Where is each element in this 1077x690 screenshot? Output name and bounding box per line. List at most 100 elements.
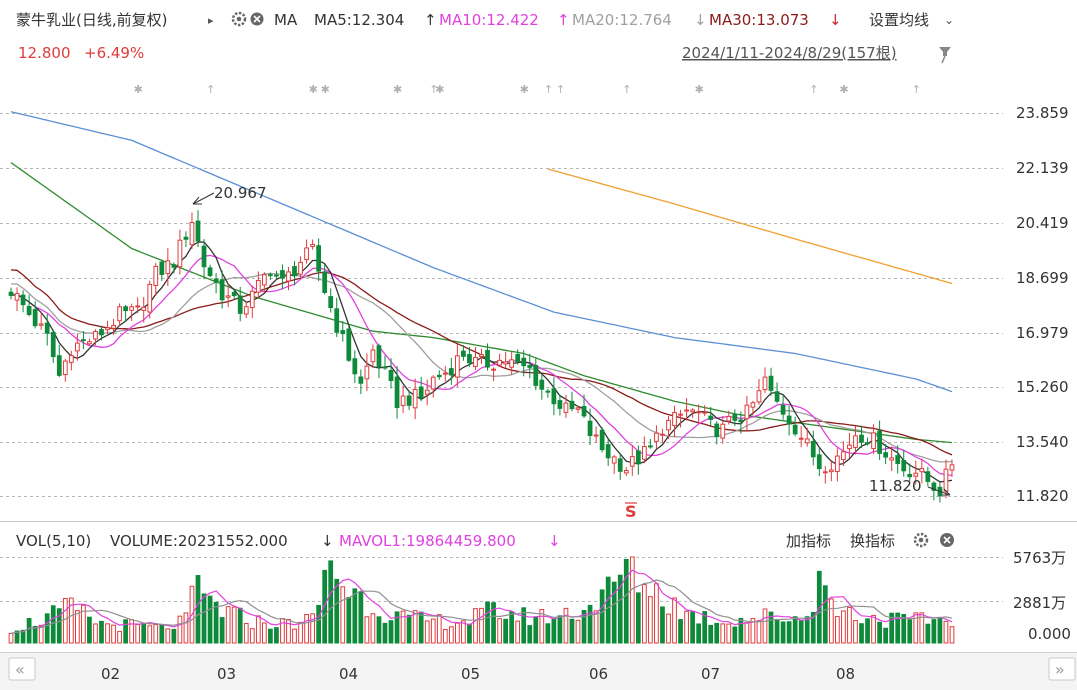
candle[interactable] [859, 425, 864, 449]
candle[interactable] [418, 376, 424, 402]
candle[interactable] [340, 321, 346, 342]
volume-bar[interactable] [165, 628, 171, 644]
volume-bar[interactable] [14, 630, 20, 644]
candle[interactable] [635, 445, 641, 475]
volume-bar[interactable] [316, 604, 322, 644]
candle[interactable] [292, 260, 297, 286]
volume-bar[interactable] [183, 612, 189, 644]
candle[interactable] [135, 297, 141, 314]
candle[interactable] [207, 264, 213, 278]
candle[interactable] [455, 344, 460, 387]
volume-bar[interactable] [539, 608, 545, 644]
volume-bar[interactable] [231, 606, 237, 644]
candle[interactable] [328, 288, 334, 313]
volume-bar[interactable] [726, 623, 732, 644]
volume-bar[interactable] [666, 613, 671, 644]
volume-bar[interactable] [901, 613, 907, 644]
volume-bar[interactable] [225, 606, 231, 644]
candle[interactable] [467, 346, 472, 367]
volume-bar[interactable] [195, 575, 201, 644]
candle[interactable] [50, 329, 56, 363]
candle[interactable] [792, 416, 798, 437]
candle[interactable] [847, 432, 852, 458]
volume-bar[interactable] [828, 598, 834, 644]
candle[interactable] [147, 280, 153, 319]
settings-ma-button[interactable]: 设置均线 [869, 11, 929, 29]
candle[interactable] [159, 259, 165, 282]
candle[interactable] [587, 408, 593, 445]
volume-bar[interactable] [485, 601, 490, 644]
volume-bar[interactable] [810, 611, 816, 644]
volume-bar[interactable] [654, 583, 659, 644]
candle[interactable] [485, 343, 490, 371]
candle[interactable] [756, 378, 762, 405]
candle[interactable] [581, 394, 587, 418]
volume-bar[interactable] [672, 597, 677, 644]
candle[interactable] [20, 290, 26, 313]
volume-bar[interactable] [436, 614, 442, 644]
volume-bar[interactable] [99, 620, 104, 644]
volume-bar[interactable] [268, 628, 273, 644]
volume-bar[interactable] [467, 623, 472, 644]
candle[interactable] [183, 231, 189, 248]
candle[interactable] [56, 344, 62, 377]
signal-marker[interactable]: S [625, 502, 637, 521]
volume-bar[interactable] [207, 595, 213, 644]
close-circle-icon[interactable] [250, 12, 264, 26]
candle[interactable] [732, 409, 738, 427]
volume-bar[interactable] [286, 618, 291, 644]
volume-bar[interactable] [545, 623, 551, 644]
candle[interactable] [334, 297, 340, 337]
volume-bar[interactable] [732, 626, 738, 644]
volume-bar[interactable] [20, 629, 26, 644]
scroll-right-button[interactable]: » [1048, 657, 1076, 681]
volume-bar[interactable] [141, 622, 147, 644]
candle[interactable] [442, 365, 448, 382]
candle[interactable] [117, 303, 122, 327]
candle[interactable] [286, 266, 291, 291]
candle[interactable] [889, 446, 895, 472]
settings-caret-icon[interactable]: ⌄ [944, 13, 954, 27]
candle[interactable] [153, 262, 159, 296]
volume-bar[interactable] [907, 619, 913, 644]
candle[interactable] [901, 450, 907, 477]
candle[interactable] [243, 301, 249, 319]
volume-bar[interactable] [690, 611, 695, 644]
candle[interactable] [611, 454, 617, 474]
volume-bar[interactable] [219, 617, 225, 644]
candle[interactable] [274, 270, 279, 279]
volume-bar[interactable] [93, 623, 98, 644]
candle[interactable] [394, 366, 400, 419]
volume-bar[interactable] [913, 612, 919, 644]
event-marker-icon[interactable]: ↑ [429, 83, 438, 96]
candle[interactable] [424, 379, 430, 406]
volume-bar[interactable] [877, 621, 882, 644]
candle[interactable] [563, 394, 569, 418]
volume-bar[interactable] [587, 604, 593, 644]
volume-bar[interactable] [304, 614, 309, 644]
volume-bar[interactable] [412, 610, 418, 644]
candle[interactable] [726, 410, 732, 425]
volume-bar[interactable] [81, 604, 86, 644]
volume-bar[interactable] [261, 622, 267, 644]
candle[interactable] [177, 229, 183, 275]
candle[interactable] [376, 343, 382, 379]
candle[interactable] [828, 459, 834, 482]
event-marker-icon[interactable]: ✱ [520, 83, 529, 96]
volume-bar[interactable] [38, 624, 44, 644]
volume-bar[interactable] [599, 589, 605, 644]
candle[interactable] [768, 367, 774, 396]
candlesticks[interactable] [8, 210, 955, 503]
volume-bar[interactable] [557, 615, 563, 644]
candle[interactable] [129, 303, 135, 321]
volume-bar[interactable] [310, 613, 315, 644]
volume-bar[interactable] [62, 597, 68, 644]
volume-bar[interactable] [376, 616, 382, 644]
volume-bar[interactable] [364, 616, 370, 644]
volume-bar[interactable] [768, 611, 774, 644]
volume-bar[interactable] [382, 622, 388, 644]
volume-bar[interactable] [780, 621, 786, 644]
volume-bar[interactable] [798, 620, 804, 644]
volume-bar[interactable] [835, 616, 840, 644]
candle[interactable] [237, 286, 243, 322]
